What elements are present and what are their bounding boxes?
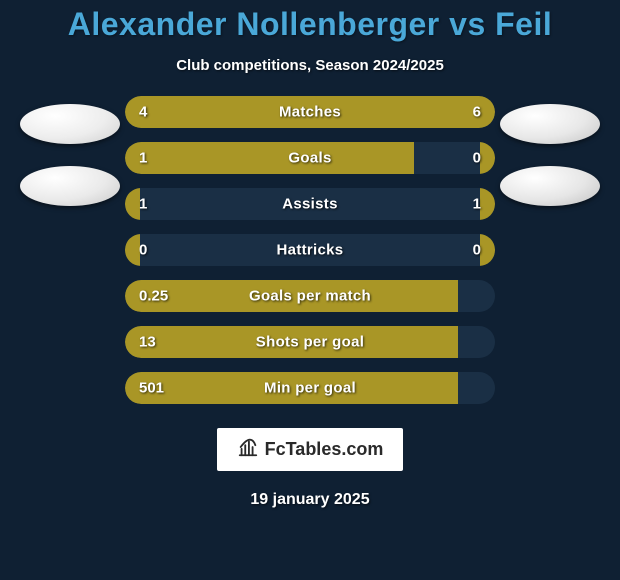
stat-row: 501 Min per goal <box>125 372 495 404</box>
stat-row: 1 1 Assists <box>125 188 495 220</box>
stat-value-left: 0.25 <box>139 288 168 305</box>
stat-label: Goals <box>288 150 331 167</box>
stat-row: 4 6 Matches <box>125 96 495 128</box>
stat-value-right: 6 <box>473 104 481 121</box>
stat-value-left: 4 <box>139 104 147 121</box>
stat-label: Min per goal <box>264 380 356 397</box>
subtitle: Club competitions, Season 2024/2025 <box>176 57 444 74</box>
stat-bar-left <box>125 234 140 266</box>
right-club-logo-1 <box>500 104 600 144</box>
stat-bar-left <box>125 142 414 174</box>
stat-value-left: 501 <box>139 380 164 397</box>
snapshot-date: 19 january 2025 <box>250 491 369 509</box>
stat-bar-right <box>480 142 495 174</box>
stat-bar-right <box>480 188 495 220</box>
stat-value-left: 13 <box>139 334 156 351</box>
brand-icon <box>237 436 259 463</box>
right-club-logo-2 <box>500 166 600 206</box>
stat-label: Hattricks <box>277 242 344 259</box>
stat-value-right: 0 <box>473 150 481 167</box>
brand-badge: FcTables.com <box>217 428 404 471</box>
stat-row: 13 Shots per goal <box>125 326 495 358</box>
left-club-logo-2 <box>20 166 120 206</box>
brand-text: FcTables.com <box>265 439 384 460</box>
stat-value-left: 1 <box>139 196 147 213</box>
stat-label: Goals per match <box>249 288 371 305</box>
stat-value-right: 0 <box>473 242 481 259</box>
left-club-logo-1 <box>20 104 120 144</box>
stat-row: 0 0 Hattricks <box>125 234 495 266</box>
stat-label: Shots per goal <box>256 334 364 351</box>
comparison-chart: 4 6 Matches 1 0 Goals 1 1 Assists 0 0 Hattricks 0.25… <box>0 96 620 404</box>
stat-row: 1 0 Goals <box>125 142 495 174</box>
stat-label: Assists <box>282 196 337 213</box>
left-player-logos <box>15 96 125 206</box>
stat-value-left: 0 <box>139 242 147 259</box>
stat-value-right: 1 <box>473 196 481 213</box>
stat-value-left: 1 <box>139 150 147 167</box>
stat-bars: 4 6 Matches 1 0 Goals 1 1 Assists 0 0 Hattricks 0.25… <box>125 96 495 404</box>
stat-bar-left <box>125 188 140 220</box>
stat-row: 0.25 Goals per match <box>125 280 495 312</box>
page-title: Alexander Nollenberger vs Feil <box>68 6 553 43</box>
right-player-logos <box>495 96 605 206</box>
stat-label: Matches <box>279 104 341 121</box>
stat-bar-right <box>480 234 495 266</box>
